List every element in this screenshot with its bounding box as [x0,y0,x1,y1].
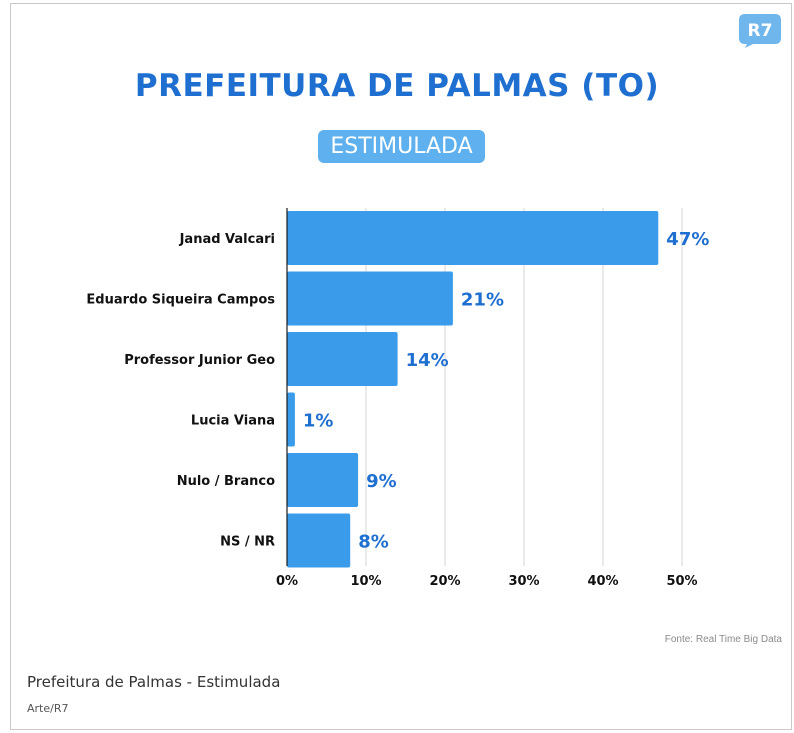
category-label: Professor Junior Geo [124,353,275,368]
value-label: 21% [461,290,504,311]
bar [287,392,295,447]
category-label: Janad Valcari [179,232,275,247]
bar [287,513,351,568]
chart-subtitle-badge: ESTIMULADA [318,130,485,163]
r7-logo: R7 [739,14,781,48]
value-label: 14% [406,350,449,371]
figure-credit: Arte/R7 [27,702,69,715]
x-tick-label: 0% [276,574,298,589]
x-tick-label: 20% [429,574,460,589]
bar-chart: Janad Valcari 47% Eduardo Siqueira Campos 2… [86,208,709,589]
logo-text: R7 [748,21,773,41]
chart-title: PREFEITURA DE PALMAS (TO) [134,68,660,104]
category-label: Lucia Viana [191,414,275,429]
x-tick-label: 30% [508,574,539,589]
value-label: 1% [303,411,334,432]
bar [287,453,359,507]
x-tick-label: 40% [587,574,618,589]
bar [287,271,453,326]
value-label: 47% [666,229,709,250]
source-note: Fonte: Real Time Big Data [664,634,782,645]
category-label: NS / NR [220,535,275,550]
value-label: 8% [358,532,389,553]
bar [287,332,398,386]
category-label: Nulo / Branco [177,474,275,489]
chart-frame [10,3,792,730]
x-tick-label: 50% [666,574,697,589]
x-tick-label: 10% [350,574,381,589]
category-label: Eduardo Siqueira Campos [86,293,275,308]
bar [287,211,659,265]
value-label: 9% [366,471,397,492]
figure-caption: Prefeitura de Palmas - Estimulada [27,673,281,691]
